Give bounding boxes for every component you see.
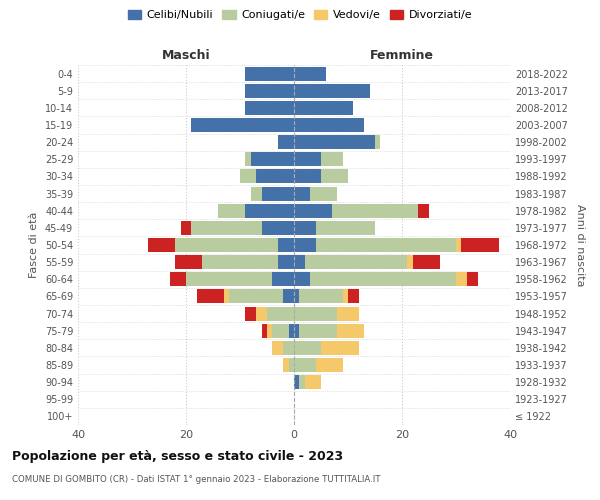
Bar	[262, 221, 294, 235]
Bar	[267, 306, 294, 320]
Bar	[294, 290, 299, 304]
Bar	[283, 341, 294, 355]
Bar	[294, 358, 316, 372]
Bar	[267, 324, 272, 338]
Bar	[251, 152, 294, 166]
Bar	[305, 375, 321, 389]
Bar	[278, 238, 294, 252]
Bar	[283, 358, 289, 372]
Bar	[283, 290, 294, 304]
Bar	[456, 238, 461, 252]
Bar	[148, 238, 175, 252]
Bar	[337, 324, 364, 338]
Bar	[240, 170, 256, 183]
Bar	[278, 255, 294, 269]
Bar	[418, 204, 429, 218]
Bar	[294, 375, 299, 389]
Legend: Celibi/Nubili, Coniugati/e, Vedovi/e, Divorziati/e: Celibi/Nubili, Coniugati/e, Vedovi/e, Di…	[124, 6, 476, 25]
Bar	[316, 238, 456, 252]
Bar	[321, 341, 359, 355]
Bar	[294, 341, 321, 355]
Bar	[310, 272, 456, 286]
Bar	[278, 135, 294, 149]
Bar	[191, 118, 294, 132]
Bar	[299, 290, 343, 304]
Y-axis label: Fasce di età: Fasce di età	[29, 212, 39, 278]
Bar	[294, 118, 364, 132]
Bar	[310, 186, 337, 200]
Bar	[170, 272, 186, 286]
Bar	[245, 84, 294, 98]
Bar	[175, 238, 278, 252]
Bar	[294, 238, 316, 252]
Bar	[294, 152, 321, 166]
Bar	[272, 341, 283, 355]
Bar	[175, 255, 202, 269]
Bar	[299, 324, 337, 338]
Bar	[299, 375, 305, 389]
Bar	[467, 272, 478, 286]
Bar	[224, 290, 229, 304]
Bar	[256, 170, 294, 183]
Bar	[272, 324, 289, 338]
Bar	[316, 221, 375, 235]
Bar	[294, 66, 326, 80]
Bar	[337, 306, 359, 320]
Bar	[245, 66, 294, 80]
Bar	[348, 290, 359, 304]
Bar	[294, 221, 316, 235]
Bar	[245, 306, 256, 320]
Bar	[321, 170, 348, 183]
Bar	[245, 152, 251, 166]
Bar	[262, 324, 267, 338]
Bar	[294, 324, 299, 338]
Text: Popolazione per età, sesso e stato civile - 2023: Popolazione per età, sesso e stato civil…	[12, 450, 343, 463]
Bar	[181, 221, 191, 235]
Bar	[218, 204, 245, 218]
Bar	[461, 238, 499, 252]
Bar	[294, 204, 332, 218]
Bar	[305, 255, 407, 269]
Bar	[229, 290, 283, 304]
Bar	[321, 152, 343, 166]
Bar	[256, 306, 267, 320]
Bar	[191, 221, 262, 235]
Bar	[289, 358, 294, 372]
Bar	[262, 186, 294, 200]
Bar	[316, 358, 343, 372]
Bar	[294, 186, 310, 200]
Bar	[272, 272, 294, 286]
Bar	[407, 255, 413, 269]
Text: Maschi: Maschi	[161, 48, 211, 62]
Bar	[294, 84, 370, 98]
Bar	[294, 306, 337, 320]
Bar	[197, 290, 224, 304]
Bar	[245, 101, 294, 115]
Bar	[289, 324, 294, 338]
Bar	[245, 204, 294, 218]
Bar	[294, 170, 321, 183]
Bar	[294, 255, 305, 269]
Bar	[413, 255, 440, 269]
Bar	[343, 290, 348, 304]
Bar	[294, 135, 375, 149]
Bar	[186, 272, 272, 286]
Text: COMUNE DI GOMBITO (CR) - Dati ISTAT 1° gennaio 2023 - Elaborazione TUTTITALIA.IT: COMUNE DI GOMBITO (CR) - Dati ISTAT 1° g…	[12, 475, 380, 484]
Bar	[251, 186, 262, 200]
Text: Femmine: Femmine	[370, 48, 434, 62]
Bar	[202, 255, 278, 269]
Bar	[332, 204, 418, 218]
Bar	[456, 272, 467, 286]
Y-axis label: Anni di nascita: Anni di nascita	[575, 204, 584, 286]
Bar	[375, 135, 380, 149]
Bar	[294, 272, 310, 286]
Bar	[294, 101, 353, 115]
